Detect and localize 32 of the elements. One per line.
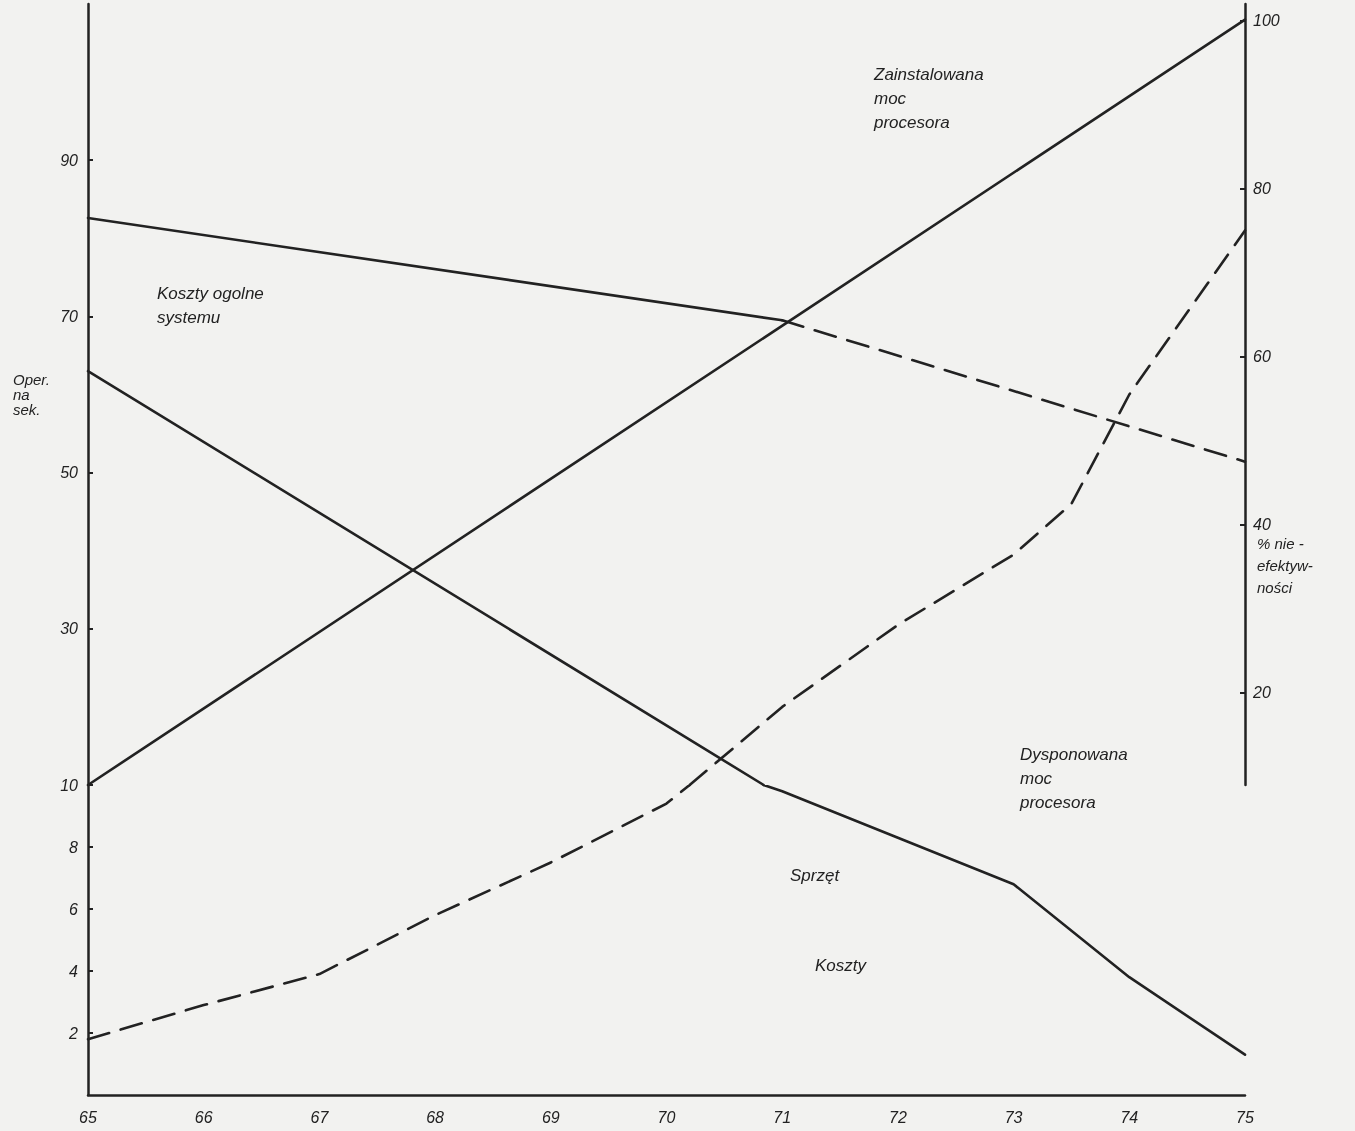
y2-tick-label: 40 <box>1253 516 1271 534</box>
y-tick-label: 30 <box>60 620 79 638</box>
y2-axis-title: % nie - efektyw- ności <box>1257 535 1313 597</box>
annotation: Dysponowana moc procesora <box>1019 744 1128 812</box>
annotation: Koszty <box>815 955 868 975</box>
y2-tick-label: 60 <box>1253 348 1271 366</box>
y-tick-label: 10 <box>60 776 79 794</box>
x-tick-label: 65 <box>79 1108 97 1126</box>
x-tick-label: 75 <box>1236 1108 1254 1126</box>
y-tick-label: 2 <box>68 1024 79 1042</box>
x-tick-label: 70 <box>657 1108 676 1126</box>
y2-tick-label: 20 <box>1252 684 1271 702</box>
y2-tick-label: 100 <box>1253 12 1280 30</box>
x-tick-label: 72 <box>889 1108 907 1126</box>
y-tick-label: 90 <box>60 151 79 169</box>
annotation: Zainstalowana moc procesora <box>873 64 984 132</box>
annotation: Koszty ogolne systemu <box>157 283 264 327</box>
y2-tick-label: 80 <box>1253 180 1271 198</box>
y-tick-label: 6 <box>69 900 79 918</box>
x-tick-label: 73 <box>1004 1108 1023 1126</box>
x-tick-label: 67 <box>310 1108 330 1126</box>
x-tick-label: 71 <box>773 1108 792 1126</box>
x-tick-label: 69 <box>541 1108 560 1126</box>
y-tick-label: 4 <box>69 962 79 980</box>
x-tick-label: 68 <box>426 1108 445 1126</box>
y-tick-label: 50 <box>60 464 79 482</box>
y-tick-label: 8 <box>69 838 79 856</box>
y-tick-label: 70 <box>60 307 79 325</box>
x-tick-label: 66 <box>194 1108 213 1126</box>
x-tick-label: 74 <box>1120 1108 1139 1126</box>
annotation: Sprzęt <box>790 865 841 885</box>
y-axis-title: Oper. na sek. <box>13 371 50 418</box>
